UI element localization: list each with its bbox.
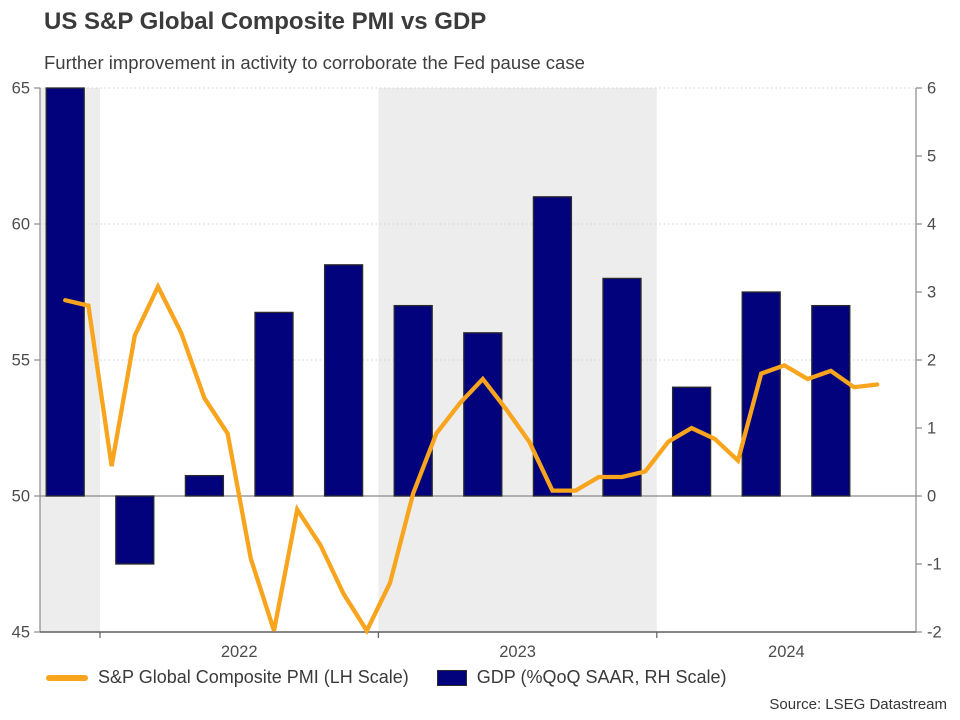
left-axis-label: 45 (12, 624, 30, 642)
right-axis-label: 5 (927, 148, 936, 166)
gdp-bar (323, 264, 364, 497)
right-axis-label: -1 (927, 556, 942, 574)
x-axis-year-label: 2022 (221, 643, 258, 661)
gdp-bar (741, 291, 781, 497)
gdp-bar (602, 277, 642, 497)
gdp-bar-swatch (436, 669, 467, 686)
gdp-bar (254, 311, 294, 497)
gdp-bar (671, 386, 712, 497)
right-axis-label: 4 (927, 216, 936, 234)
chart-legend: S&P Global Composite PMI (LH Scale) GDP … (46, 667, 727, 688)
left-axis-label: 65 (12, 80, 30, 98)
left-axis-label: 60 (12, 216, 30, 234)
gdp-bar (532, 196, 573, 497)
left-axis-label: 55 (12, 352, 30, 370)
right-axis-label: -2 (927, 624, 942, 642)
x-axis-year-label: 2024 (768, 643, 805, 661)
pmi-line (63, 281, 880, 636)
right-axis-label: 0 (927, 488, 936, 506)
gdp-bar (393, 304, 433, 497)
chart-title: US S&P Global Composite PMI vs GDP (44, 8, 487, 35)
gdp-bar (463, 332, 503, 497)
right-axis-label: 3 (927, 284, 936, 302)
legend-item-pmi: S&P Global Composite PMI (LH Scale) (46, 667, 409, 688)
left-axis-label: 50 (12, 488, 30, 506)
pmi-line-swatch (46, 674, 88, 681)
right-axis-label: 1 (927, 420, 936, 438)
chart-subtitle: Further improvement in activity to corro… (44, 52, 585, 73)
gdp-bar (115, 495, 155, 565)
gdp-bar (45, 87, 85, 497)
gdp-bar (811, 304, 851, 497)
legend-item-gdp: GDP (%QoQ SAAR, RH Scale) (436, 667, 727, 688)
x-axis-year-label: 2023 (499, 643, 536, 661)
legend-label-gdp: GDP (%QoQ SAAR, RH Scale) (476, 667, 727, 687)
right-axis-label: 6 (927, 80, 936, 98)
gdp-bar (184, 474, 225, 497)
right-axis-label: 2 (927, 352, 936, 370)
source-attribution: Source: LSEG Datastream (769, 696, 947, 713)
legend-label-pmi: S&P Global Composite PMI (LH Scale) (98, 667, 409, 687)
